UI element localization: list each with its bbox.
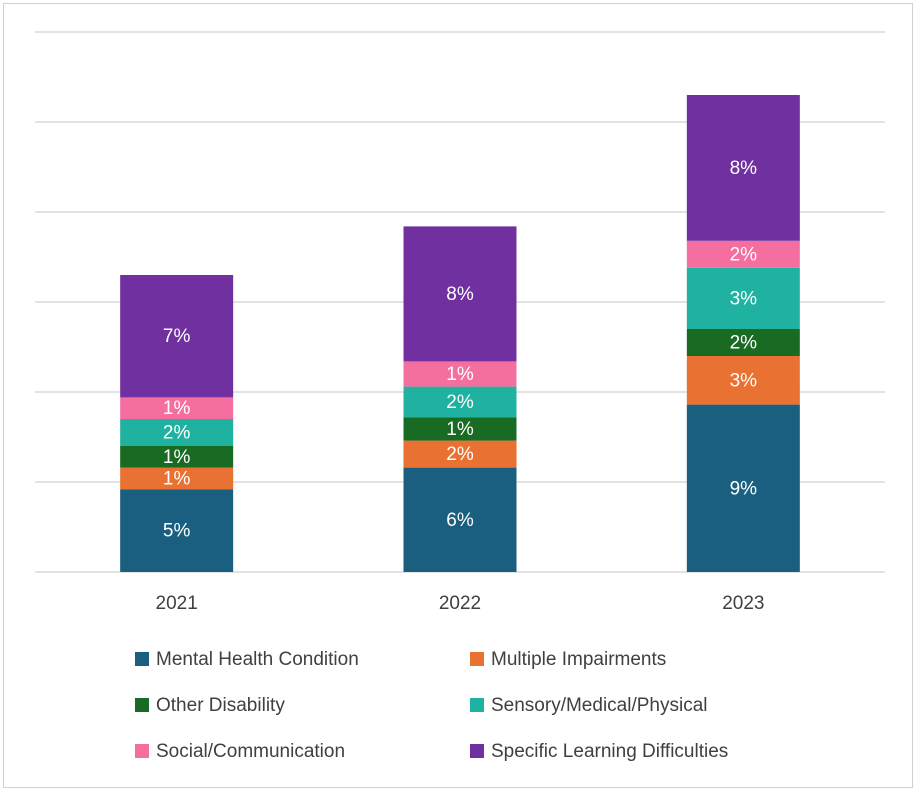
data-label: 9% <box>730 478 758 499</box>
legend-label: Sensory/Medical/Physical <box>491 695 707 716</box>
data-label: 8% <box>446 284 474 305</box>
data-label: 3% <box>730 288 758 309</box>
bar-segment <box>686 329 800 356</box>
bar-segment <box>120 397 234 419</box>
data-label: 1% <box>163 447 191 468</box>
bar-segment <box>120 467 234 490</box>
legend-swatch <box>135 744 149 758</box>
data-label: 1% <box>446 364 474 385</box>
bar-segment <box>120 275 234 398</box>
legend-label: Social/Communication <box>156 741 345 762</box>
data-label: 2% <box>446 444 474 465</box>
bar-segment <box>403 386 517 418</box>
data-label: 6% <box>446 510 474 531</box>
x-tick-label: 2021 <box>156 593 198 614</box>
bar-segment <box>403 417 517 441</box>
bar-segment <box>686 267 800 329</box>
data-label: 7% <box>163 326 191 347</box>
data-label: 8% <box>730 158 758 179</box>
data-label: 2% <box>163 423 191 444</box>
bar-segment <box>120 419 234 446</box>
data-label: 2% <box>730 244 758 265</box>
bar-segment <box>403 467 517 572</box>
legend-swatch <box>470 744 484 758</box>
bar-segment <box>403 226 517 362</box>
data-label: 3% <box>730 370 758 391</box>
x-tick-label: 2023 <box>722 593 764 614</box>
legend-label: Specific Learning Difficulties <box>491 741 728 762</box>
bar-segment <box>403 440 517 468</box>
bar-segment <box>120 489 234 572</box>
bar-segment <box>686 95 800 241</box>
x-tick-label: 2022 <box>439 593 481 614</box>
legend-label: Other Disability <box>156 695 285 716</box>
legend-label: Multiple Impairments <box>491 649 666 670</box>
legend-label: Mental Health Condition <box>156 649 359 670</box>
bar-segment <box>686 404 800 572</box>
data-label: 1% <box>163 468 191 489</box>
bar-segment <box>403 361 517 387</box>
data-label: 1% <box>163 398 191 419</box>
data-label: 1% <box>446 419 474 440</box>
data-label: 2% <box>730 333 758 354</box>
legend-swatch <box>135 652 149 666</box>
data-label: 2% <box>446 392 474 413</box>
bar-segment <box>686 240 800 268</box>
bar-segment <box>120 446 234 468</box>
legend-swatch <box>470 652 484 666</box>
bar-segment <box>686 356 800 405</box>
legend-swatch <box>470 698 484 712</box>
data-label: 5% <box>163 521 191 542</box>
legend-swatch <box>135 698 149 712</box>
